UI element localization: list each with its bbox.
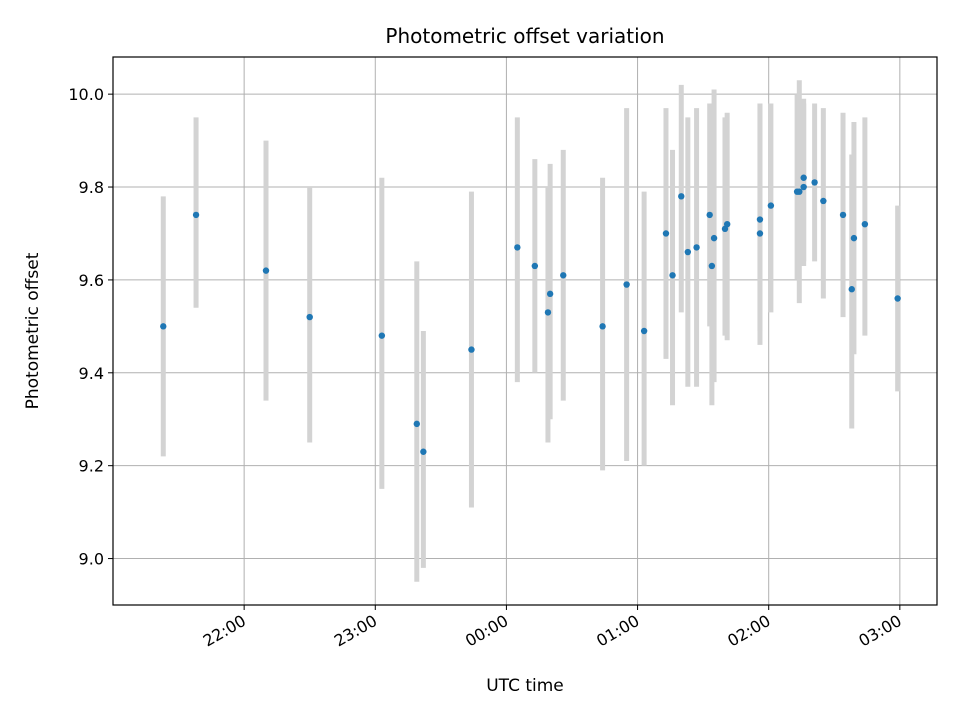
data-point [723, 220, 731, 228]
data-point [669, 272, 676, 279]
data-point [413, 420, 421, 428]
data-point [531, 262, 539, 270]
data-point [678, 193, 685, 200]
data-point [756, 216, 764, 223]
data-point [160, 323, 167, 330]
y-tick-label: 9.4 [79, 364, 104, 383]
data-point [767, 202, 775, 209]
data-point [378, 332, 386, 339]
data-point [514, 244, 521, 251]
data-point [693, 244, 700, 251]
data-point [662, 230, 670, 237]
data-point [861, 220, 869, 228]
data-point [544, 309, 552, 316]
y-tick-label: 10.0 [68, 85, 104, 104]
y-tick-label: 9.2 [79, 457, 104, 476]
data-point [306, 313, 313, 321]
y-tick-label: 9.0 [79, 550, 104, 569]
data-point [560, 272, 567, 279]
data-point [811, 179, 818, 186]
data-point [820, 197, 827, 205]
data-point [623, 281, 630, 288]
data-point [839, 211, 847, 219]
x-axis-label: UTC time [486, 676, 564, 696]
data-point [800, 183, 807, 191]
data-point [640, 327, 648, 335]
y-axis: 9.0 9.2 9.4 9.6 9.8 10.0 [68, 85, 113, 569]
data-point [262, 267, 270, 274]
data-point [599, 323, 606, 330]
data-point [420, 448, 427, 455]
data-point [800, 174, 807, 181]
y-axis-label: Photometric offset [23, 252, 43, 409]
data-point [894, 295, 901, 302]
data-point [546, 290, 554, 298]
data-points [160, 174, 901, 455]
plot-frame [112, 56, 938, 606]
chart-title: Photometric offset variation [385, 24, 664, 48]
data-point [850, 234, 858, 242]
y-tick-label: 9.8 [79, 178, 104, 197]
data-point [756, 230, 764, 237]
y-tick-label: 9.6 [79, 271, 104, 290]
data-point [848, 286, 855, 293]
data-point [708, 262, 716, 270]
data-point [192, 211, 200, 219]
data-point [706, 211, 713, 219]
data-point [468, 346, 475, 353]
data-point [710, 234, 718, 242]
data-point [684, 248, 692, 256]
data-point [796, 188, 803, 195]
